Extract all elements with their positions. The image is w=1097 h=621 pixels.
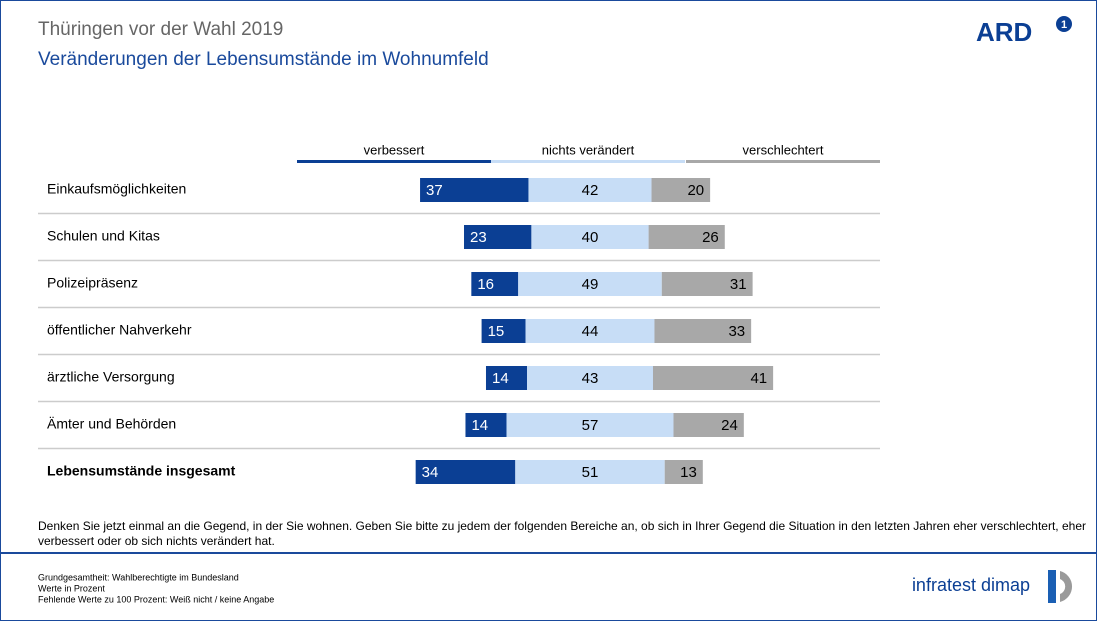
- value-label: 34: [422, 464, 439, 481]
- category-label: Lebensumstände insgesamt: [47, 463, 236, 479]
- bar-segment: [465, 413, 507, 437]
- bar-segment: [651, 178, 711, 202]
- bar-segment: [485, 366, 528, 390]
- value-label: 41: [750, 370, 767, 387]
- chart-subtitle: Veränderungen der Lebensumstände im Wohn…: [38, 49, 489, 70]
- bar-segment: [420, 178, 529, 202]
- legend-line: [297, 160, 491, 163]
- bar-segment: [527, 366, 653, 390]
- legend-line: [491, 160, 685, 163]
- bar-segment: [515, 460, 665, 484]
- ard-badge-text: 1: [1061, 19, 1067, 31]
- legend-label: verschlechtert: [743, 142, 824, 157]
- note: Werte in Prozent: [38, 583, 105, 593]
- category-label: Ämter und Behörden: [47, 416, 176, 432]
- value-label: 40: [582, 229, 599, 246]
- institute-icon: [1048, 570, 1056, 603]
- bar-segment: [506, 413, 674, 437]
- category-label: ärztliche Versorgung: [47, 369, 175, 385]
- institute-logo: infratest dimap: [912, 575, 1030, 595]
- value-label: 43: [582, 370, 599, 387]
- bar-segment: [673, 413, 744, 437]
- value-label: 42: [582, 182, 599, 199]
- note: Fehlende Werte zu 100 Prozent: Weiß nich…: [38, 594, 274, 604]
- legend-label: verbessert: [364, 142, 425, 157]
- value-label: 23: [470, 229, 487, 246]
- value-label: 31: [730, 276, 747, 293]
- bar-segment: [654, 319, 752, 343]
- category-label: Einkaufsmöglichkeiten: [47, 181, 186, 197]
- bar-segment: [415, 460, 516, 484]
- value-label: 24: [721, 417, 738, 434]
- chart-title: Thüringen vor der Wahl 2019: [38, 19, 283, 40]
- bar-segment: [525, 319, 655, 343]
- value-label: 33: [728, 323, 745, 340]
- category-label: Polizeipräsenz: [47, 275, 138, 291]
- bar-segment: [531, 225, 649, 249]
- value-label: 14: [471, 417, 488, 434]
- note: Grundgesamtheit: Wahlberechtigte im Bund…: [38, 572, 239, 582]
- legend-label: nichts verändert: [542, 142, 635, 157]
- bar-segment: [518, 272, 662, 296]
- value-label: 57: [582, 417, 599, 434]
- value-label: 51: [582, 464, 599, 481]
- ard-badge: [1056, 16, 1072, 32]
- bar-segment: [652, 366, 774, 390]
- value-label: 49: [582, 276, 599, 293]
- question: Denken Sie jetzt einmal an die Gegend, i…: [38, 519, 1086, 548]
- ard-logo: ARD: [976, 17, 1032, 47]
- value-label: 15: [488, 323, 505, 340]
- legend-line: [686, 160, 880, 163]
- value-label: 13: [680, 464, 697, 481]
- institute-icon: [1060, 571, 1073, 602]
- value-label: 16: [477, 276, 494, 293]
- category-label: öffentlicher Nahverkehr: [47, 322, 192, 338]
- value-label: 14: [492, 370, 509, 387]
- bar-segment: [648, 225, 725, 249]
- bar-segment: [481, 319, 526, 343]
- value-label: 44: [582, 323, 599, 340]
- bar-segment: [471, 272, 519, 296]
- bar-segment: [464, 225, 532, 249]
- bar-segment: [528, 178, 652, 202]
- bar-segment: [661, 272, 753, 296]
- value-label: 20: [687, 182, 704, 199]
- value-label: 37: [426, 182, 443, 199]
- bar-segment: [664, 460, 703, 484]
- value-label: 26: [702, 229, 719, 246]
- category-label: Schulen und Kitas: [47, 228, 160, 244]
